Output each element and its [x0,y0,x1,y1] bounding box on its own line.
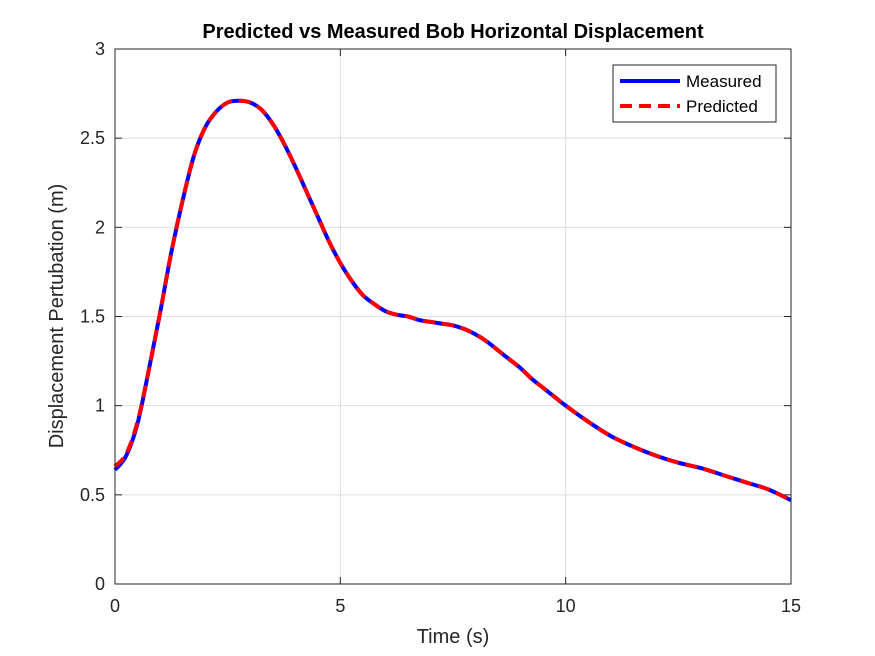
tick-labels: 0 5 10 15 0 0.5 1 1.5 2 2.5 3 [80,39,801,616]
legend-label-predicted: Predicted [686,97,758,116]
legend: Measured Predicted [612,64,777,123]
x-tick-label: 15 [781,596,801,616]
y-tick-label: 1.5 [80,307,105,327]
x-tick-label: 0 [110,596,120,616]
y-axis-label: Displacement Pertubation (m) [46,184,68,449]
legend-box [612,64,777,123]
x-axis-label: Time (s) [417,626,490,648]
chart-title: Predicted vs Measured Bob Horizontal Dis… [202,21,704,43]
y-tick-label: 0 [95,574,105,594]
x-tick-label: 5 [335,596,345,616]
series-group [113,98,792,502]
y-tick-label: 3 [95,39,105,59]
legend-label-measured: Measured [686,72,762,91]
y-tick-label: 0.5 [80,485,105,505]
y-tick-label: 2 [95,217,105,237]
x-tick-label: 10 [556,596,576,616]
tick-marks [114,48,792,585]
y-tick-label: 2.5 [80,128,105,148]
series-line-predicted [113,98,792,502]
y-tick-label: 1 [95,396,105,416]
